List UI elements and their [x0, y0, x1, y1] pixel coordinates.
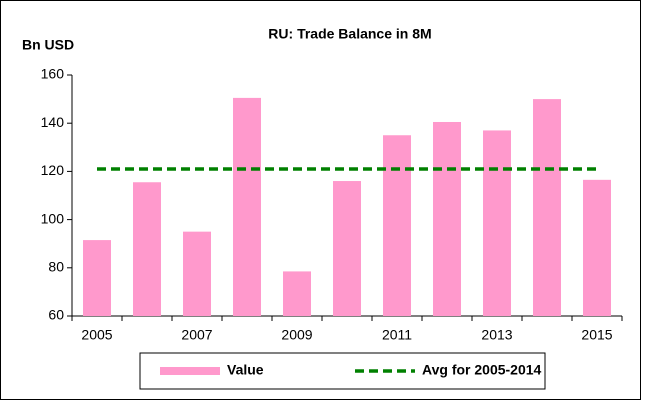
legend-label: Avg for 2005-2014 — [422, 362, 542, 378]
x-tick-label: 2007 — [181, 327, 212, 343]
chart-title: RU: Trade Balance in 8M — [268, 26, 431, 42]
bar — [83, 240, 111, 316]
bar — [133, 182, 161, 316]
bar — [283, 271, 311, 316]
bar — [583, 179, 611, 316]
y-tick-label: 140 — [41, 114, 65, 130]
bar — [333, 181, 361, 316]
x-tick-label: 2015 — [581, 327, 612, 343]
legend-swatch — [160, 367, 220, 375]
bar — [433, 121, 461, 317]
x-tick-label: 2005 — [81, 327, 112, 343]
bar — [533, 99, 561, 316]
legend-label: Value — [227, 362, 264, 378]
x-tick-label: 2011 — [382, 327, 412, 343]
bar — [183, 231, 211, 316]
y-axis-label: Bn USD — [22, 37, 74, 53]
y-tick-label: 80 — [48, 259, 64, 275]
x-tick-label: 2009 — [281, 327, 312, 343]
y-tick-label: 160 — [41, 66, 65, 82]
y-tick-label: 100 — [41, 210, 65, 226]
y-tick-label: 60 — [48, 307, 64, 323]
bar — [233, 97, 261, 317]
bar — [483, 130, 511, 316]
bar — [383, 135, 411, 316]
x-tick-label: 2013 — [481, 327, 512, 343]
y-tick-label: 120 — [41, 162, 65, 178]
